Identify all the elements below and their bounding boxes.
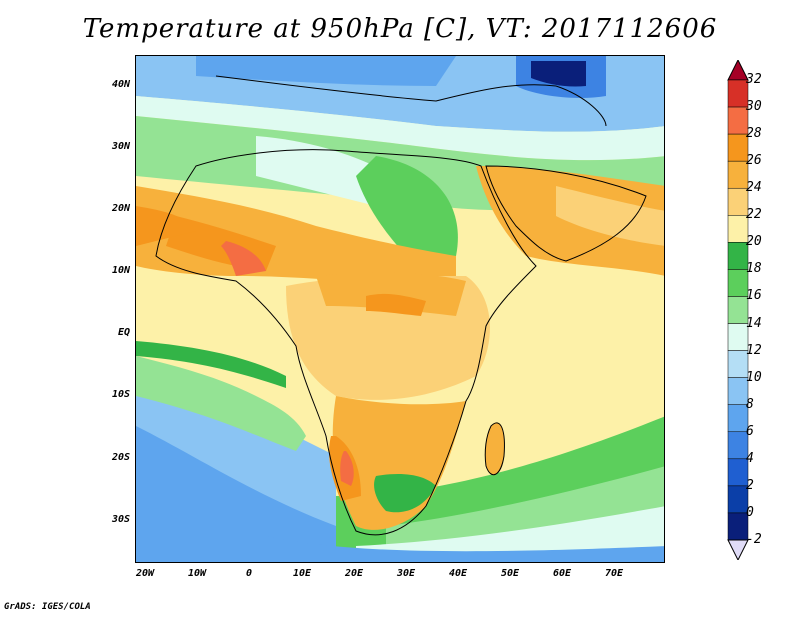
lat-label: 20S	[111, 452, 130, 463]
lat-label: EQ	[117, 327, 130, 338]
colorbar-segment	[727, 187, 749, 216]
colorbar-tick-label: 18	[746, 261, 762, 277]
colorbar-segment	[727, 160, 749, 189]
colorbar-segment	[727, 404, 749, 433]
colorbar-segment	[727, 458, 749, 487]
madagascar	[485, 422, 505, 475]
colorbar-tick-label: 30	[746, 99, 762, 115]
colorbar-segment	[727, 133, 749, 162]
colorbar-tick-label: 32	[746, 72, 762, 87]
colorbar-segment	[727, 296, 749, 324]
colorbar-segment	[727, 377, 749, 405]
lat-label: 40N	[111, 79, 130, 90]
colorbar-tick-label: 26	[746, 153, 762, 169]
map-canvas	[136, 56, 664, 562]
colorbar-tick-label: -2	[746, 532, 762, 547]
europe-coastline	[215, 75, 607, 127]
lon-label: 20E	[344, 568, 364, 579]
colorbar-tick-label: 16	[746, 288, 762, 304]
colorbar-segment	[727, 431, 749, 460]
colorbar-tick-label: 22	[746, 207, 762, 223]
map-title: Temperature at 950hPa [C], VT: 201711260…	[82, 14, 718, 44]
colorbar-tick-label: 0	[746, 504, 754, 520]
lon-label: 10E	[292, 568, 312, 579]
colorbar-tick-label: 28	[746, 126, 762, 142]
colorbar-segment	[727, 106, 749, 135]
arabia-coastline	[485, 165, 647, 262]
lon-label: 30E	[396, 568, 416, 579]
lat-label: 20N	[111, 203, 130, 214]
lon-label: 10W	[187, 568, 207, 579]
colorbar-segment	[727, 215, 749, 243]
colorbar-tick-label: 2	[746, 477, 754, 493]
africa-coastline	[155, 149, 537, 536]
lon-label: 50E	[500, 568, 520, 579]
colorbar-segment	[727, 269, 749, 297]
lat-label: 30N	[111, 141, 130, 152]
colorbar-tick-label: 6	[746, 423, 754, 439]
south-atlantic-colder	[136, 426, 336, 562]
colorbar-segment	[727, 485, 749, 514]
colorbar-tick-label: 4	[746, 450, 754, 466]
lat-label: 10S	[111, 389, 130, 400]
lon-label: 40E	[448, 568, 468, 579]
colorbar-segment	[727, 512, 749, 541]
lat-label: 30S	[111, 514, 130, 525]
colorbar-max-triangle	[727, 60, 749, 81]
colorbar	[727, 60, 749, 560]
lon-label: 70E	[604, 568, 624, 579]
colorbar-segment	[727, 323, 749, 351]
colorbar-tick-label: 14	[746, 315, 762, 331]
lon-label: 0	[245, 568, 253, 579]
southern-africa	[332, 396, 466, 530]
colorbar-tick-label: 10	[746, 369, 762, 385]
colorbar-min-triangle	[727, 539, 749, 560]
colorbar-segment	[727, 242, 749, 270]
colorbar-tick-label: 20	[746, 234, 762, 250]
lon-label: 20W	[135, 568, 155, 579]
temperature-map	[135, 55, 665, 563]
colorbar-segment	[727, 79, 749, 108]
colorbar-tick-label: 24	[746, 180, 762, 196]
colorbar-tick-label: 12	[746, 342, 762, 358]
colorbar-tick-label: 8	[746, 396, 754, 412]
colorbar-segment	[727, 350, 749, 378]
lat-label: 10N	[111, 265, 130, 276]
footer-credit: GrADS: IGES/COLA	[4, 602, 91, 612]
lon-label: 60E	[552, 568, 572, 579]
